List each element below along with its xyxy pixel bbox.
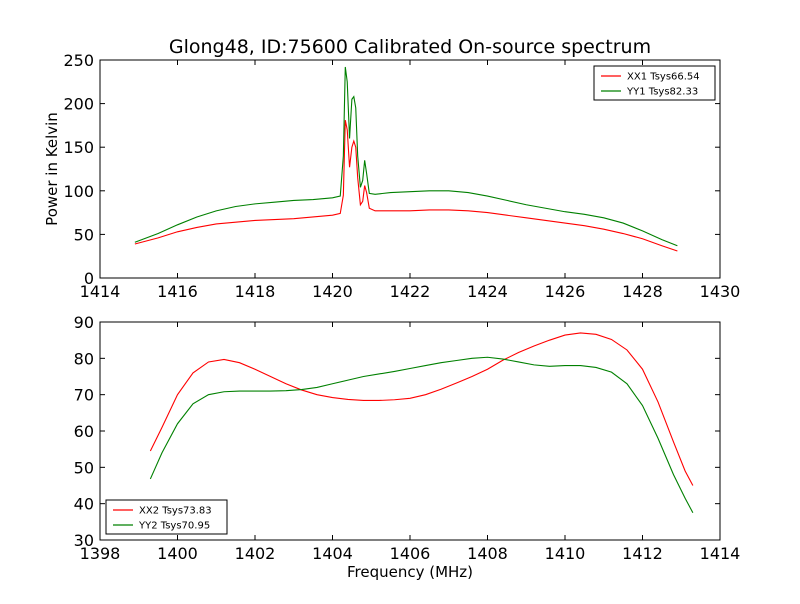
x-tick-label: 1408: [467, 544, 508, 563]
x-tick-label: 1430: [700, 282, 741, 301]
y-tick-label: 50: [74, 225, 94, 244]
x-tick-label: 1400: [157, 544, 198, 563]
legend-entry: XX1 Tsys66.54: [627, 72, 700, 83]
y-tick-label: 150: [63, 138, 94, 157]
x-tick-label: 1422: [390, 282, 431, 301]
bottom-panel: 1398 1400 1402 1404 1406 1408 1410 1412 1414 30 40…: [74, 313, 741, 581]
y-tick-label: 40: [74, 495, 94, 514]
y-tick-label: 0: [84, 269, 94, 288]
x-axis-label: Frequency (MHz): [347, 563, 473, 581]
legend-entry: YY1 Tsys82.33: [626, 87, 698, 98]
x-tick-label: 1426: [545, 282, 586, 301]
legend-box: [593, 65, 716, 101]
series-line-0-1: [134, 66, 678, 247]
x-tick-label: 1420: [312, 282, 353, 301]
x-tick-label: 1414: [80, 282, 121, 301]
y-tick-label: 50: [74, 458, 94, 477]
series-line-0-0: [134, 120, 678, 252]
y-tick-label: 200: [63, 95, 94, 114]
series-line-1-1: [149, 356, 694, 514]
x-tick-label: 1412: [622, 544, 663, 563]
y-tick-label: 80: [74, 349, 94, 368]
x-tick-label: 1414: [700, 544, 741, 563]
x-tick-label: 1406: [390, 544, 431, 563]
x-tick-label: 1410: [545, 544, 586, 563]
y-tick-label: 250: [63, 51, 94, 70]
legend-entry: YY2 Tsys70.95: [138, 521, 210, 532]
x-tick-label: 1402: [235, 544, 276, 563]
chart-title: Glong48, ID:75600 Calibrated On-source s…: [169, 36, 651, 58]
x-tick-label: 1428: [622, 282, 663, 301]
x-tick-label: 1404: [312, 544, 353, 563]
series-line-1-0: [149, 332, 694, 486]
y-axis-label: Power in Kelvin: [43, 112, 61, 226]
y-tick-label: 60: [74, 422, 94, 441]
y-tick-label: 30: [74, 531, 94, 550]
x-tick-label: 1398: [80, 544, 121, 563]
y-tick-label: 70: [74, 386, 94, 405]
legend-entry: XX2 Tsys73.83: [139, 506, 212, 517]
legend-box: [105, 499, 228, 535]
y-tick-label: 90: [74, 313, 94, 332]
x-tick-label: 1418: [235, 282, 276, 301]
y-tick-label: 100: [63, 182, 94, 201]
x-tick-label: 1424: [467, 282, 508, 301]
top-panel: 1414 1416 1418 1420 1422 1424 1426 1428 1430 0 50 1…: [43, 51, 740, 301]
x-tick-label: 1416: [157, 282, 198, 301]
